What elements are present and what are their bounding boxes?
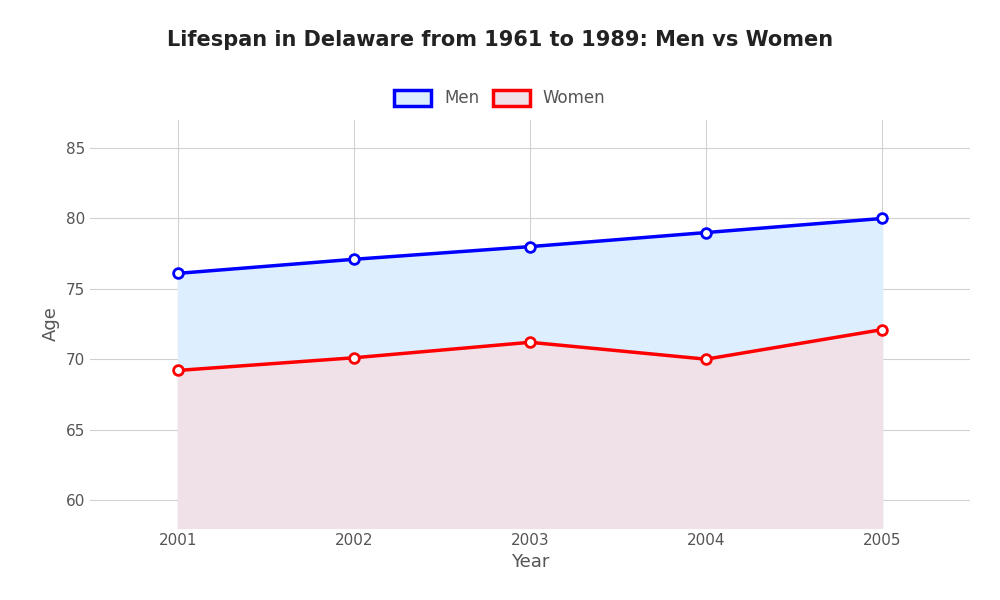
X-axis label: Year: Year <box>511 553 549 571</box>
Y-axis label: Age: Age <box>42 307 60 341</box>
Text: Lifespan in Delaware from 1961 to 1989: Men vs Women: Lifespan in Delaware from 1961 to 1989: … <box>167 30 833 50</box>
Legend: Men, Women: Men, Women <box>394 89 606 107</box>
